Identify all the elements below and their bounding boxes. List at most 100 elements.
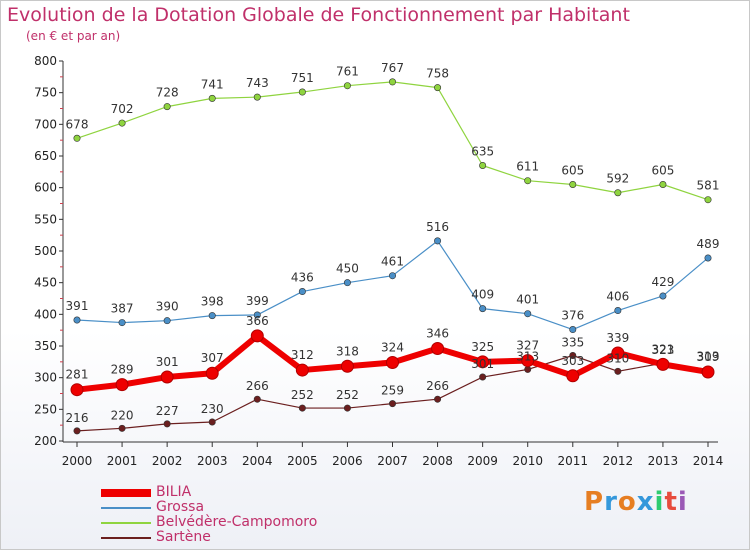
x-tick-label: 2007: [377, 454, 408, 468]
logo-letter: r: [604, 487, 618, 517]
data-point: [388, 400, 396, 408]
data-point: [253, 93, 261, 101]
data-label: 335: [561, 336, 584, 350]
data-point: [431, 342, 445, 356]
data-label: 761: [336, 65, 359, 79]
x-tick-label: 2006: [332, 454, 363, 468]
data-point: [569, 351, 577, 359]
data-label: 313: [697, 349, 720, 363]
data-label: 309: [697, 350, 720, 364]
data-label: 310: [606, 351, 629, 365]
data-label: 409: [471, 288, 494, 302]
data-point: [476, 355, 490, 369]
data-point: [118, 319, 126, 327]
data-point: [479, 162, 487, 170]
legend-swatch: [101, 537, 151, 539]
x-tick-label: 2011: [558, 454, 589, 468]
data-point: [388, 272, 396, 280]
x-tick-label: 2003: [197, 454, 228, 468]
logo-letter: x: [636, 487, 655, 517]
data-point: [295, 363, 309, 377]
data-label: 429: [651, 275, 674, 289]
data-label: 751: [291, 71, 314, 85]
data-point: [118, 424, 126, 432]
data-point: [434, 237, 442, 245]
data-label: 252: [336, 388, 359, 402]
data-label: 216: [66, 411, 89, 425]
x-tick-label: 2008: [422, 454, 453, 468]
x-tick-label: 2009: [467, 454, 498, 468]
y-tick-label: 400: [34, 307, 57, 321]
data-point: [208, 418, 216, 426]
data-label: 635: [471, 145, 494, 159]
data-label: 220: [111, 408, 134, 422]
data-point: [656, 357, 670, 371]
data-point: [160, 370, 174, 384]
data-point: [208, 94, 216, 102]
data-point: [659, 181, 667, 189]
x-tick-label: 2002: [152, 454, 183, 468]
x-tick-label: 2014: [693, 454, 724, 468]
data-label: 376: [561, 309, 584, 323]
data-point: [343, 279, 351, 287]
data-point: [73, 134, 81, 142]
legend-swatch: [101, 507, 151, 509]
data-label: 339: [606, 331, 629, 345]
data-label: 301: [156, 355, 179, 369]
x-tick-label: 2013: [648, 454, 679, 468]
data-label: 313: [516, 349, 539, 363]
data-label: 323: [651, 343, 674, 357]
x-tick-label: 2012: [603, 454, 634, 468]
data-point: [163, 420, 171, 428]
y-tick-label: 650: [34, 149, 57, 163]
y-tick-label: 250: [34, 402, 57, 416]
data-label: 581: [697, 179, 720, 193]
data-label: 346: [426, 327, 449, 341]
data-label: 321: [651, 342, 674, 356]
logo-letter: o: [617, 487, 637, 517]
data-point: [704, 196, 712, 204]
data-point: [614, 189, 622, 197]
data-label: 325: [471, 340, 494, 354]
data-point: [386, 355, 399, 369]
data-point: [163, 103, 171, 111]
proxiti-logo: Proxiti: [584, 487, 688, 517]
data-label: 605: [561, 164, 584, 178]
data-point: [614, 367, 622, 375]
data-point: [479, 373, 487, 381]
legend-label: Belvédère-Campomoro: [156, 514, 318, 530]
data-point: [434, 84, 442, 92]
data-point: [343, 404, 351, 412]
data-label: 303: [561, 354, 584, 368]
data-point: [343, 82, 351, 90]
legend-label: Grossa: [156, 499, 205, 515]
logo-letter: P: [584, 487, 605, 517]
data-label: 318: [336, 344, 359, 358]
legend-label: Sartène: [156, 529, 211, 545]
legend-swatch: [101, 522, 151, 524]
data-label: 728: [156, 86, 179, 100]
data-label: 230: [201, 402, 224, 416]
data-label: 767: [381, 61, 404, 75]
data-label: 366: [246, 314, 269, 328]
x-tick-label: 2005: [287, 454, 318, 468]
y-tick-label: 600: [34, 181, 57, 195]
data-point: [118, 119, 126, 127]
data-point: [704, 254, 712, 262]
data-label: 406: [606, 290, 629, 304]
chart-subtitle: (en € et par an): [26, 29, 121, 43]
logo-letter: t: [664, 487, 678, 517]
x-tick-label: 2010: [512, 454, 543, 468]
data-label: 266: [426, 379, 449, 393]
y-tick-label: 350: [34, 339, 57, 353]
data-label: 592: [606, 172, 629, 186]
data-label: 324: [381, 340, 404, 354]
data-point: [163, 317, 171, 325]
data-point: [566, 369, 580, 383]
data-label: 398: [201, 295, 224, 309]
data-point: [208, 312, 216, 320]
series-layer: [70, 78, 715, 435]
data-label: 401: [516, 293, 539, 307]
y-tick-label: 700: [34, 117, 57, 131]
